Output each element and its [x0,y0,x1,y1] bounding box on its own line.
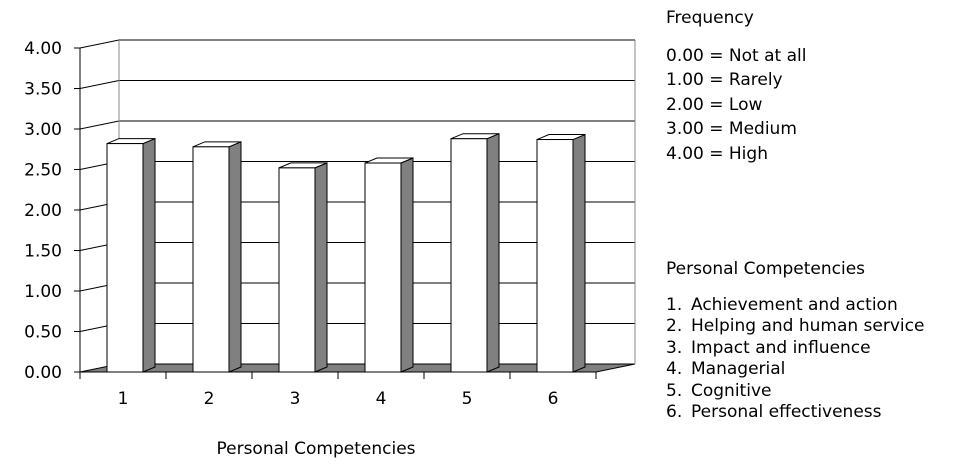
competency-number: 6. [666,402,683,422]
y-tick-label: 0.50 [24,323,62,343]
y-tick-label: 3.50 [24,80,62,100]
bar [450,138,488,373]
x-tick-label: 4 [376,389,387,409]
competency-label: Helping and human service [691,316,925,336]
frequency-legend-title: Frequency [666,8,754,28]
frequency-legend-item: 3.00 = Medium [666,119,797,139]
y-tick-label: 2.50 [24,161,62,181]
bar-chart: 0.00 0.50 1.00 1.50 2.00 2.50 3.00 3.50 4.00 1 2 3 4… [24,39,636,459]
frequency-legend-item: 4.00 = High [666,143,768,164]
competency-label: Cognitive [691,380,772,401]
x-tick-label: 5 [462,389,473,409]
competency-label: Personal effectiveness [691,402,882,422]
competency-item: 6. Personal effectiveness [666,402,959,424]
competency-number: 5. [666,380,683,401]
y-tick-label: 2.00 [24,201,62,221]
competency-label: Achievement and action [691,294,898,315]
y-tick-label: 4.00 [24,39,62,59]
x-tick-label: 6 [548,389,559,409]
bar-side [400,157,414,373]
bar-side [314,162,328,373]
gridline-side [79,120,120,130]
frequency-legend-item: 0.00 = Not at all [666,45,807,66]
bar-side [142,137,156,373]
bar-side [486,132,500,373]
bar [106,143,144,373]
competency-item: 3. Impact and influence [666,338,959,360]
competency-number: 4. [666,359,683,379]
competency-number: 1. [666,294,683,315]
competency-item: 5. Cognitive [666,381,959,403]
x-axis-title: Personal Competencies [216,439,415,459]
bar-side [572,133,586,373]
bar [536,139,574,373]
competency-label: Managerial [691,359,786,379]
competencies-legend-title: Personal Competencies [666,259,866,279]
y-tick-label: 3.00 [24,120,62,140]
competency-label: Impact and influence [691,337,871,358]
frequency-legend-item: 1.00 = Rarely [666,70,783,90]
y-tick-label: 1.50 [24,242,62,262]
x-tick-label: 3 [290,389,301,409]
competencies-legend: Personal Competencies 1. Achievement and… [666,257,959,424]
competency-number: 2. [666,316,683,336]
competency-item: 4. Managerial [666,359,959,381]
bar [364,162,402,373]
bar-side [228,141,242,373]
competency-item: 2. Helping and human service [666,316,959,338]
frequency-legend: Frequency 0.00 = Not at all 1.00 = Rarel… [666,6,806,166]
y-tick-label: 0.00 [24,363,62,383]
x-tick-label: 2 [204,389,215,409]
competency-number: 3. [666,337,683,358]
y-tick-label: 1.00 [24,282,62,302]
gridline-side [79,80,120,89]
competency-item: 1. Achievement and action [666,295,959,317]
frequency-legend-item: 2.00 = Low [666,94,763,115]
x-tick-label: 1 [118,389,129,409]
bar [192,146,230,373]
gridline-side [79,39,120,49]
bar [278,167,316,373]
